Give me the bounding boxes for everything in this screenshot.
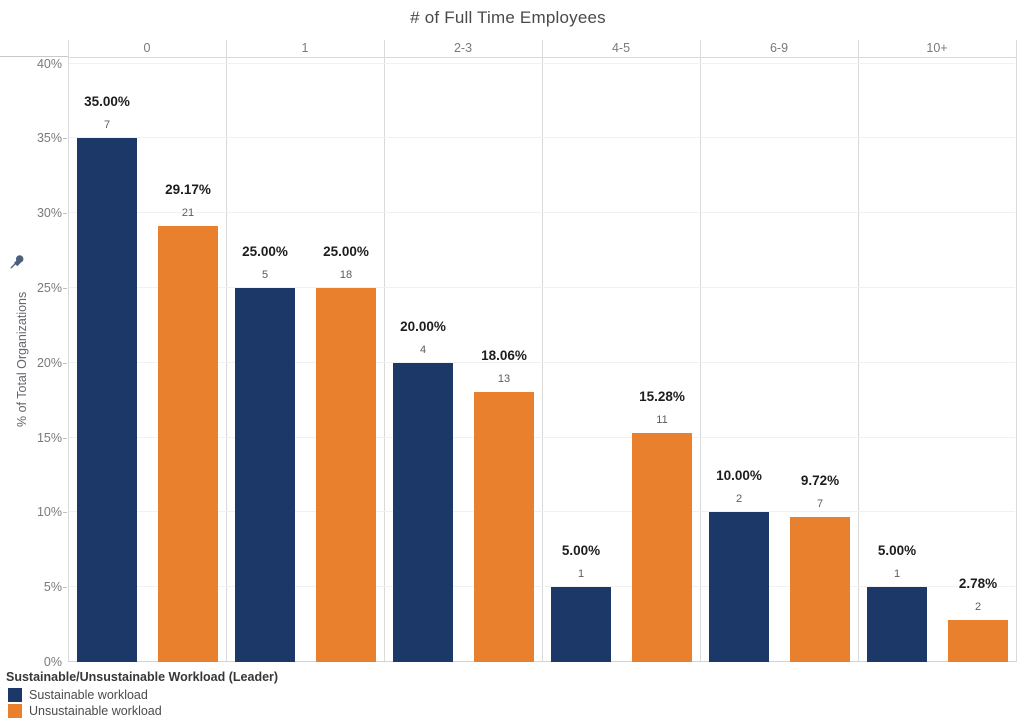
bar-value-label: 25.00% [242,243,288,259]
legend-items: Sustainable workload Unsustainable worklo… [6,687,278,719]
bar-count-label: 11 [656,414,668,427]
bar-unsustainable-workload-1[interactable]: 25.00% 18 [316,244,376,662]
y-axis-tick-mark [63,138,67,140]
bar-unsustainable-workload-2-3[interactable]: 18.06% 13 [474,348,534,662]
bar-value-label: 5.00% [877,543,917,559]
column-divider [858,40,859,662]
legend-swatch-icon [8,688,22,702]
gridline-5 [69,586,1015,588]
bar-count-label: 2 [974,601,982,614]
legend-swatch-icon [8,704,22,718]
bar-sustainable-workload-1[interactable]: 25.00% 5 [235,244,295,662]
bar-unsustainable-workload-0[interactable]: 29.17% 21 [158,182,218,662]
gridline-10 [69,511,1015,513]
column-divider [700,40,701,662]
column-divider [384,40,385,662]
plot-area: 35.00% 7 25.00% 5 20.00% 4 5.00% 1 10.00% 2 5.00% 1… [68,57,1016,662]
y-axis-tick-35: 35% [36,131,62,146]
bar-unsustainable-workload-10[interactable]: 2.78% 2 [948,576,1008,662]
y-axis-tick-mark [63,362,67,364]
column-header-0[interactable]: 0 [143,41,151,55]
bar-sustainable-workload-10[interactable]: 5.00% 1 [867,543,927,662]
bar-count-label: 7 [103,119,111,132]
y-axis-tick-0: 0% [43,655,62,669]
bar-value-label: 35.00% [84,94,130,110]
y-axis-tick-10: 10% [36,505,62,520]
y-axis: 0% 5% 10% 15% 20% 25% 30% 35% 40% [0,56,68,669]
legend-title: Sustainable/Unsustainable Workload (Lead… [6,670,279,684]
x-axis-line [68,661,1016,662]
y-axis-tick-30: 30% [36,206,62,221]
bar-value-label: 2.78% [958,576,998,592]
bar-value-label: 18.06% [481,347,527,363]
legend-item-unsustainable-workload[interactable]: Unsustainable workload [8,703,278,719]
chart-title: # of Full Time Employees [410,8,606,27]
pin-icon[interactable] [10,254,25,269]
y-axis-line [68,40,69,662]
bar-value-label: 15.28% [639,389,685,405]
bar-count-label: 1 [577,568,585,581]
bar-value-label: 10.00% [716,468,762,484]
bar-value-label: 29.17% [165,181,211,197]
y-axis-title: % of Total Organizations [15,291,29,428]
bar-unsustainable-workload-6-9[interactable]: 9.72% 7 [790,473,850,662]
bar-count-label: 13 [497,372,511,385]
column-divider [542,40,543,662]
bar-count-label: 18 [339,268,353,281]
bar-unsustainable-workload-4-5[interactable]: 15.28% 11 [632,389,692,662]
legend-item-label: Unsustainable workload [29,704,162,718]
gridline-40 [69,62,1015,64]
column-header-10[interactable]: 10+ [926,41,948,55]
y-axis-tick-mark [63,287,67,289]
column-header-1[interactable]: 1 [301,41,309,55]
bar-sustainable-workload-2-3[interactable]: 20.00% 4 [393,319,453,662]
bar-sustainable-workload-6-9[interactable]: 10.00% 2 [709,468,769,662]
y-axis-tick-mark [63,213,67,215]
y-axis-tick-mark [63,512,67,514]
bar-value-label: 20.00% [400,318,446,334]
bar-value-label: 25.00% [323,243,369,259]
gridline-30 [69,212,1015,214]
gridline-15 [69,436,1015,438]
column-divider [226,40,227,662]
column-headers: 0 1 2-3 4-5 6-9 10+ [68,40,1016,57]
y-axis-tick-40: 40% [36,56,62,71]
bar-value-label: 9.72% [800,472,840,488]
plot-right-border [1016,40,1017,662]
gridline-35 [69,137,1015,139]
y-axis-tick-25: 25% [36,280,62,295]
bar-count-label: 5 [261,268,269,281]
bar-value-label: 5.00% [561,543,601,559]
legend-item-label: Sustainable workload [29,688,148,702]
gridline-20 [69,361,1015,363]
bar-count-label: 21 [181,206,195,219]
column-header-4-5[interactable]: 4-5 [611,41,631,55]
bar-count-label: 2 [735,493,743,506]
column-header-2-3[interactable]: 2-3 [453,41,473,55]
y-axis-tick-5: 5% [43,580,62,595]
bar-count-label: 7 [816,497,824,510]
header-separator [68,57,1016,58]
y-axis-tick-15: 15% [36,430,62,445]
y-axis-tick-mark [63,437,67,439]
legend: Sustainable/Unsustainable Workload (Lead… [6,670,278,719]
bar-count-label: 4 [419,343,427,356]
bar-sustainable-workload-4-5[interactable]: 5.00% 1 [551,543,611,662]
header-separator-left [0,56,68,57]
plot-frame [68,40,1017,662]
bar-sustainable-workload-0[interactable]: 35.00% 7 [77,94,137,662]
gridline-25 [69,286,1015,288]
column-header-6-9[interactable]: 6-9 [769,41,789,55]
bar-count-label: 1 [893,568,901,581]
y-axis-tick-mark [63,587,67,589]
y-axis-tick-20: 20% [36,355,62,370]
legend-item-sustainable-workload[interactable]: Sustainable workload [8,687,278,703]
